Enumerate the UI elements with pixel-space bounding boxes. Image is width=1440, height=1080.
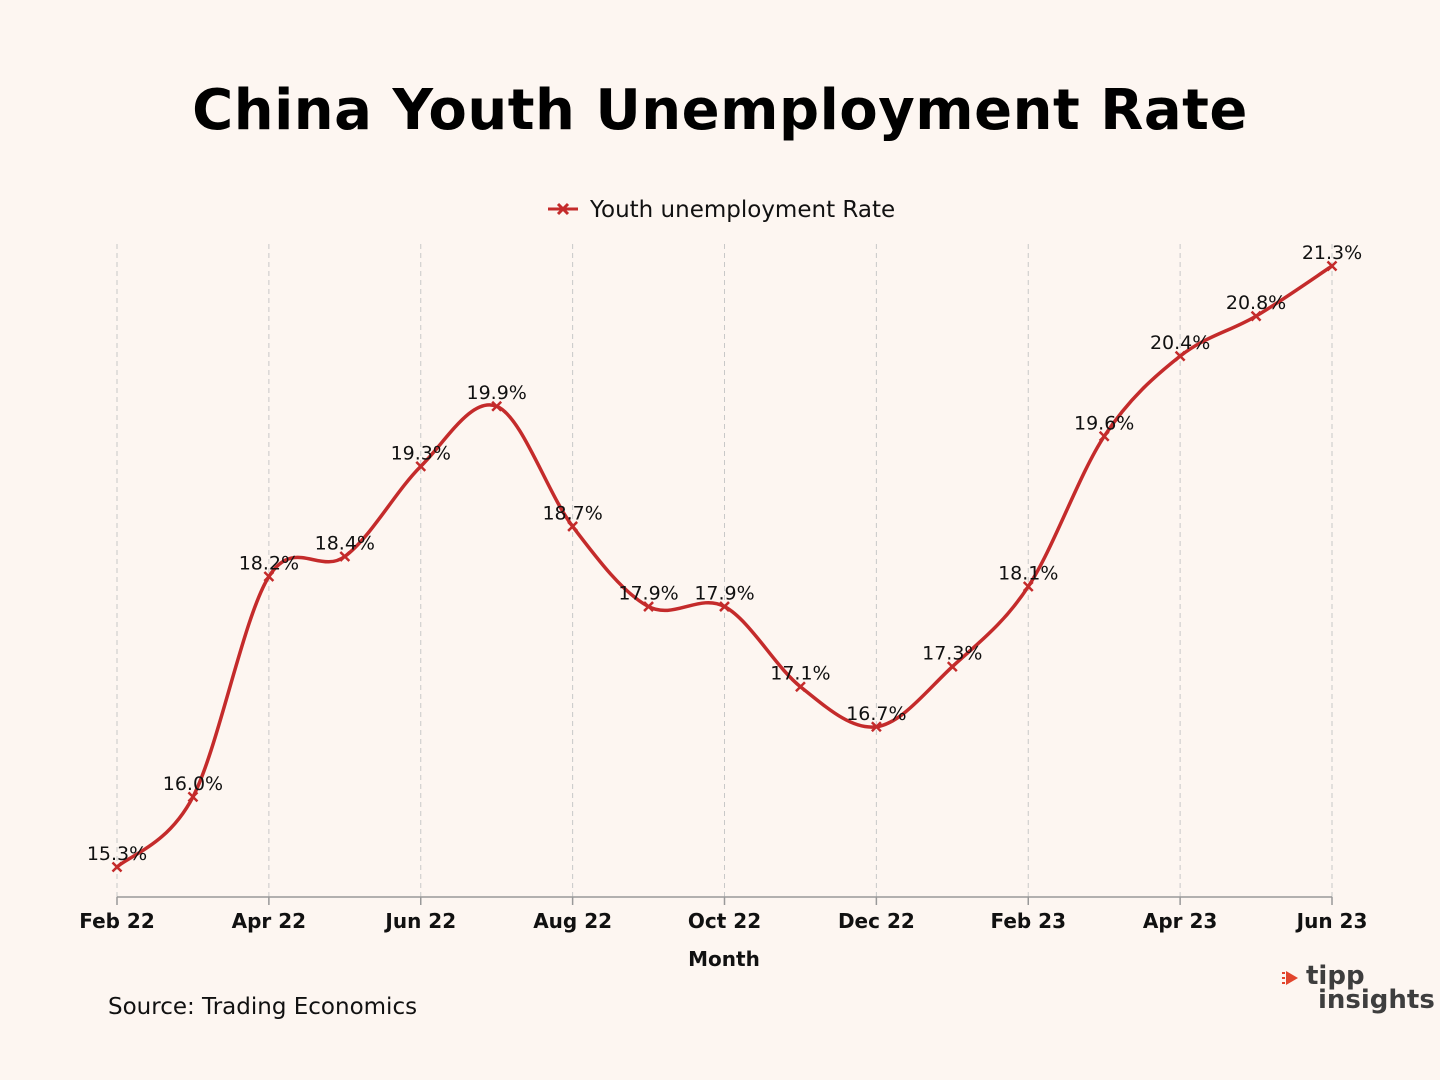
legend-label: Youth unemployment Rate <box>589 197 895 223</box>
data-label: 19.9% <box>467 382 527 404</box>
logo-text-tipp: tipp <box>1306 961 1365 991</box>
x-tick-label: Jun 23 <box>1295 909 1368 933</box>
legend: Youth unemployment Rate <box>548 197 895 223</box>
data-label: 18.7% <box>542 502 602 524</box>
data-point-marker <box>870 721 882 733</box>
x-tick-label: Aug 22 <box>533 909 612 933</box>
data-point-marker <box>263 571 275 582</box>
x-tick-label: Apr 23 <box>1143 909 1217 933</box>
grid <box>116 244 1333 897</box>
data-label: 16.7% <box>846 703 906 725</box>
data-point-marker <box>187 791 199 803</box>
x-tick-label: Feb 22 <box>79 909 155 933</box>
x-tick-label: Apr 22 <box>232 909 306 933</box>
page-title: China Youth Unemployment Rate <box>192 78 1248 143</box>
x-tick-label: Dec 22 <box>838 909 915 933</box>
data-point-marker <box>111 861 123 873</box>
data-label: 17.9% <box>694 583 754 605</box>
data-label: 18.1% <box>998 563 1058 585</box>
data-label: 19.3% <box>391 442 451 464</box>
data-label: 18.2% <box>239 553 299 575</box>
data-point-marker <box>567 521 579 532</box>
source-note: Source: Trading Economics <box>108 994 418 1020</box>
data-labels: 15.3% 16.0% 18.2% 18.4% 19.3% 19.9% 18.7% 17.9%… <box>87 242 1362 865</box>
data-label: 16.0% <box>163 773 223 795</box>
data-point-marker <box>795 681 806 693</box>
data-point-marker <box>1098 430 1110 442</box>
data-point-marker <box>1250 310 1262 322</box>
logo-mark-icon <box>1282 971 1298 985</box>
x-tick-label: Feb 23 <box>990 909 1066 933</box>
data-label: 18.4% <box>315 532 375 554</box>
markers <box>111 260 1338 873</box>
data-point-marker <box>339 551 351 562</box>
data-point-marker <box>643 601 654 612</box>
x-ticks: Feb 22 Apr 22 Jun 22 Aug 22 Oct 22 Dec 22 Feb … <box>79 897 1367 933</box>
x-tick-label: Jun 22 <box>383 909 456 933</box>
data-label: 17.1% <box>770 663 830 685</box>
legend-x-marker <box>556 202 570 216</box>
data-label: 20.4% <box>1150 332 1210 354</box>
data-point-marker <box>946 661 958 673</box>
data-label: 19.6% <box>1074 412 1134 434</box>
data-point-marker <box>415 460 427 472</box>
x-tick-label: Oct 22 <box>688 909 761 933</box>
data-point-marker <box>719 601 730 612</box>
data-point-marker <box>491 400 503 412</box>
data-label: 17.3% <box>922 643 982 665</box>
data-label: 17.9% <box>618 583 678 605</box>
data-point-marker <box>1326 260 1338 272</box>
data-point-marker <box>1022 581 1034 592</box>
logo-text-insights: insights <box>1318 985 1435 1015</box>
x-axis-label: Month <box>688 947 760 971</box>
tipp-insights-logo: tipp insights <box>1282 961 1435 1015</box>
data-label: 15.3% <box>87 843 147 865</box>
data-label: 21.3% <box>1302 242 1362 264</box>
data-label: 20.8% <box>1226 292 1286 314</box>
data-point-marker <box>1174 350 1186 362</box>
